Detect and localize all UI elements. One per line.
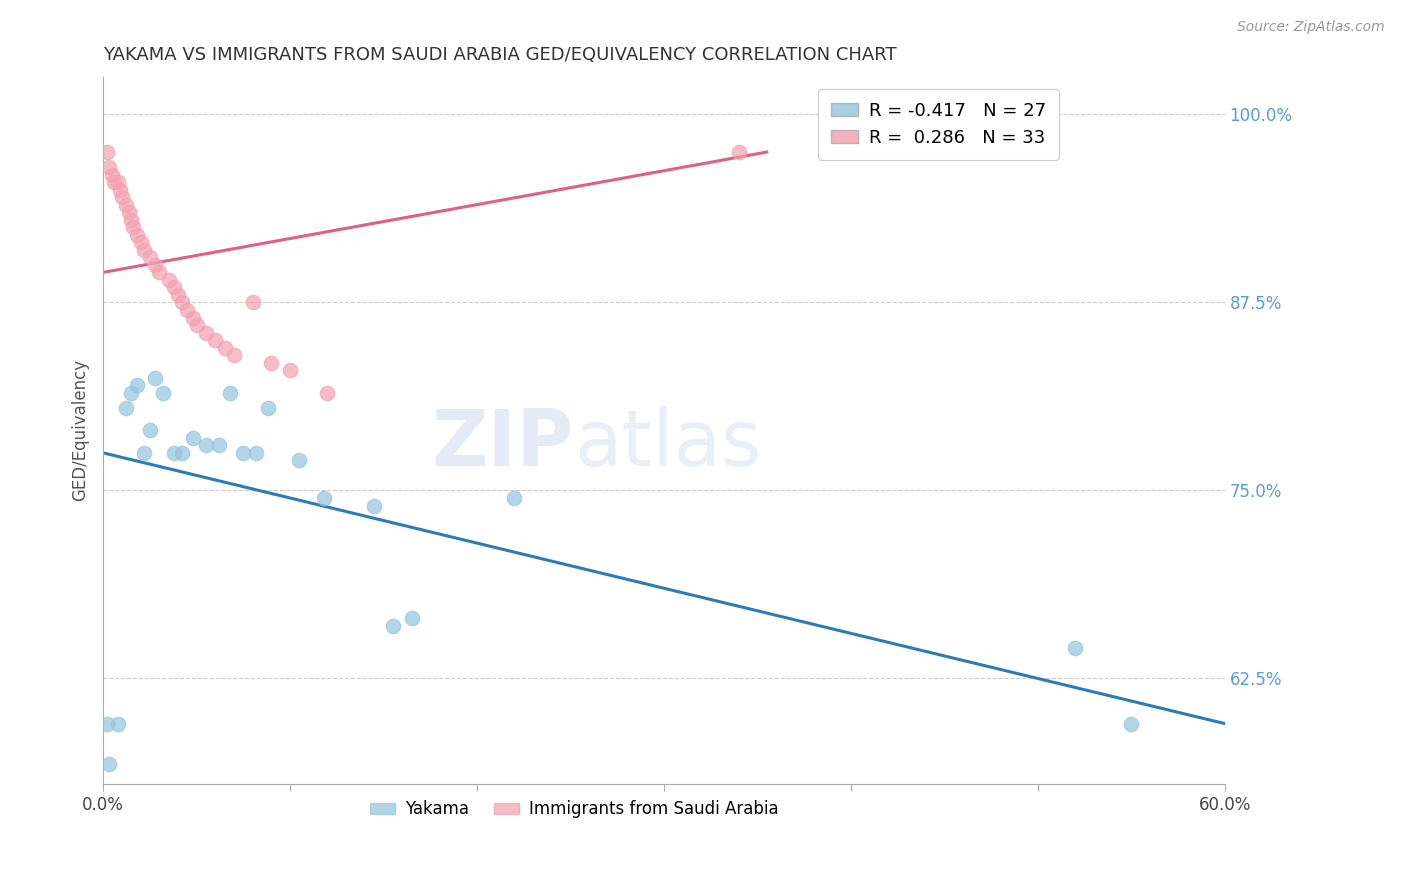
Point [232, 446, 254, 460]
Point [120, 385, 142, 400]
Point [152, 385, 174, 400]
Point [204, 333, 226, 347]
Point [278, 363, 301, 377]
Point [101, 168, 124, 182]
Point [108, 183, 131, 197]
Point [163, 446, 186, 460]
Point [134, 446, 156, 460]
Point [260, 356, 283, 370]
Point [381, 619, 404, 633]
Point [401, 611, 423, 625]
Text: ZIP: ZIP [432, 407, 574, 483]
Point [134, 243, 156, 257]
Point [242, 295, 264, 310]
Point [96, 145, 118, 159]
Point [103, 175, 125, 189]
Point [170, 295, 193, 310]
Point [1064, 641, 1087, 656]
Point [120, 212, 142, 227]
Point [194, 438, 217, 452]
Point [1121, 716, 1143, 731]
Point [256, 401, 278, 415]
Legend: Yakama, Immigrants from Saudi Arabia: Yakama, Immigrants from Saudi Arabia [363, 794, 785, 825]
Point [222, 348, 245, 362]
Point [97, 757, 120, 772]
Point [148, 265, 170, 279]
Point [316, 385, 339, 400]
Point [219, 385, 242, 400]
Point [727, 145, 749, 159]
Point [111, 190, 134, 204]
Point [503, 491, 526, 505]
Y-axis label: GED/Equivalency: GED/Equivalency [72, 359, 89, 501]
Point [125, 227, 148, 242]
Point [363, 499, 385, 513]
Point [245, 446, 267, 460]
Point [208, 438, 231, 452]
Point [114, 198, 136, 212]
Point [167, 288, 190, 302]
Text: atlas: atlas [574, 407, 762, 483]
Point [107, 175, 129, 189]
Point [186, 318, 208, 332]
Point [125, 378, 148, 392]
Point [214, 341, 236, 355]
Point [181, 431, 204, 445]
Point [145, 258, 167, 272]
Point [157, 273, 180, 287]
Point [97, 160, 120, 174]
Point [129, 235, 152, 250]
Point [96, 716, 118, 731]
Point [145, 370, 167, 384]
Point [170, 446, 193, 460]
Point [114, 401, 136, 415]
Point [194, 326, 217, 340]
Text: YAKAMA VS IMMIGRANTS FROM SAUDI ARABIA GED/EQUIVALENCY CORRELATION CHART: YAKAMA VS IMMIGRANTS FROM SAUDI ARABIA G… [103, 46, 897, 64]
Point [181, 310, 204, 325]
Point [118, 205, 141, 219]
Point [163, 280, 186, 294]
Point [176, 303, 198, 318]
Point [312, 491, 335, 505]
Text: Source: ZipAtlas.com: Source: ZipAtlas.com [1237, 20, 1385, 34]
Point [139, 423, 162, 437]
Point [139, 251, 162, 265]
Point [107, 716, 129, 731]
Point [288, 453, 311, 467]
Point [122, 220, 145, 235]
